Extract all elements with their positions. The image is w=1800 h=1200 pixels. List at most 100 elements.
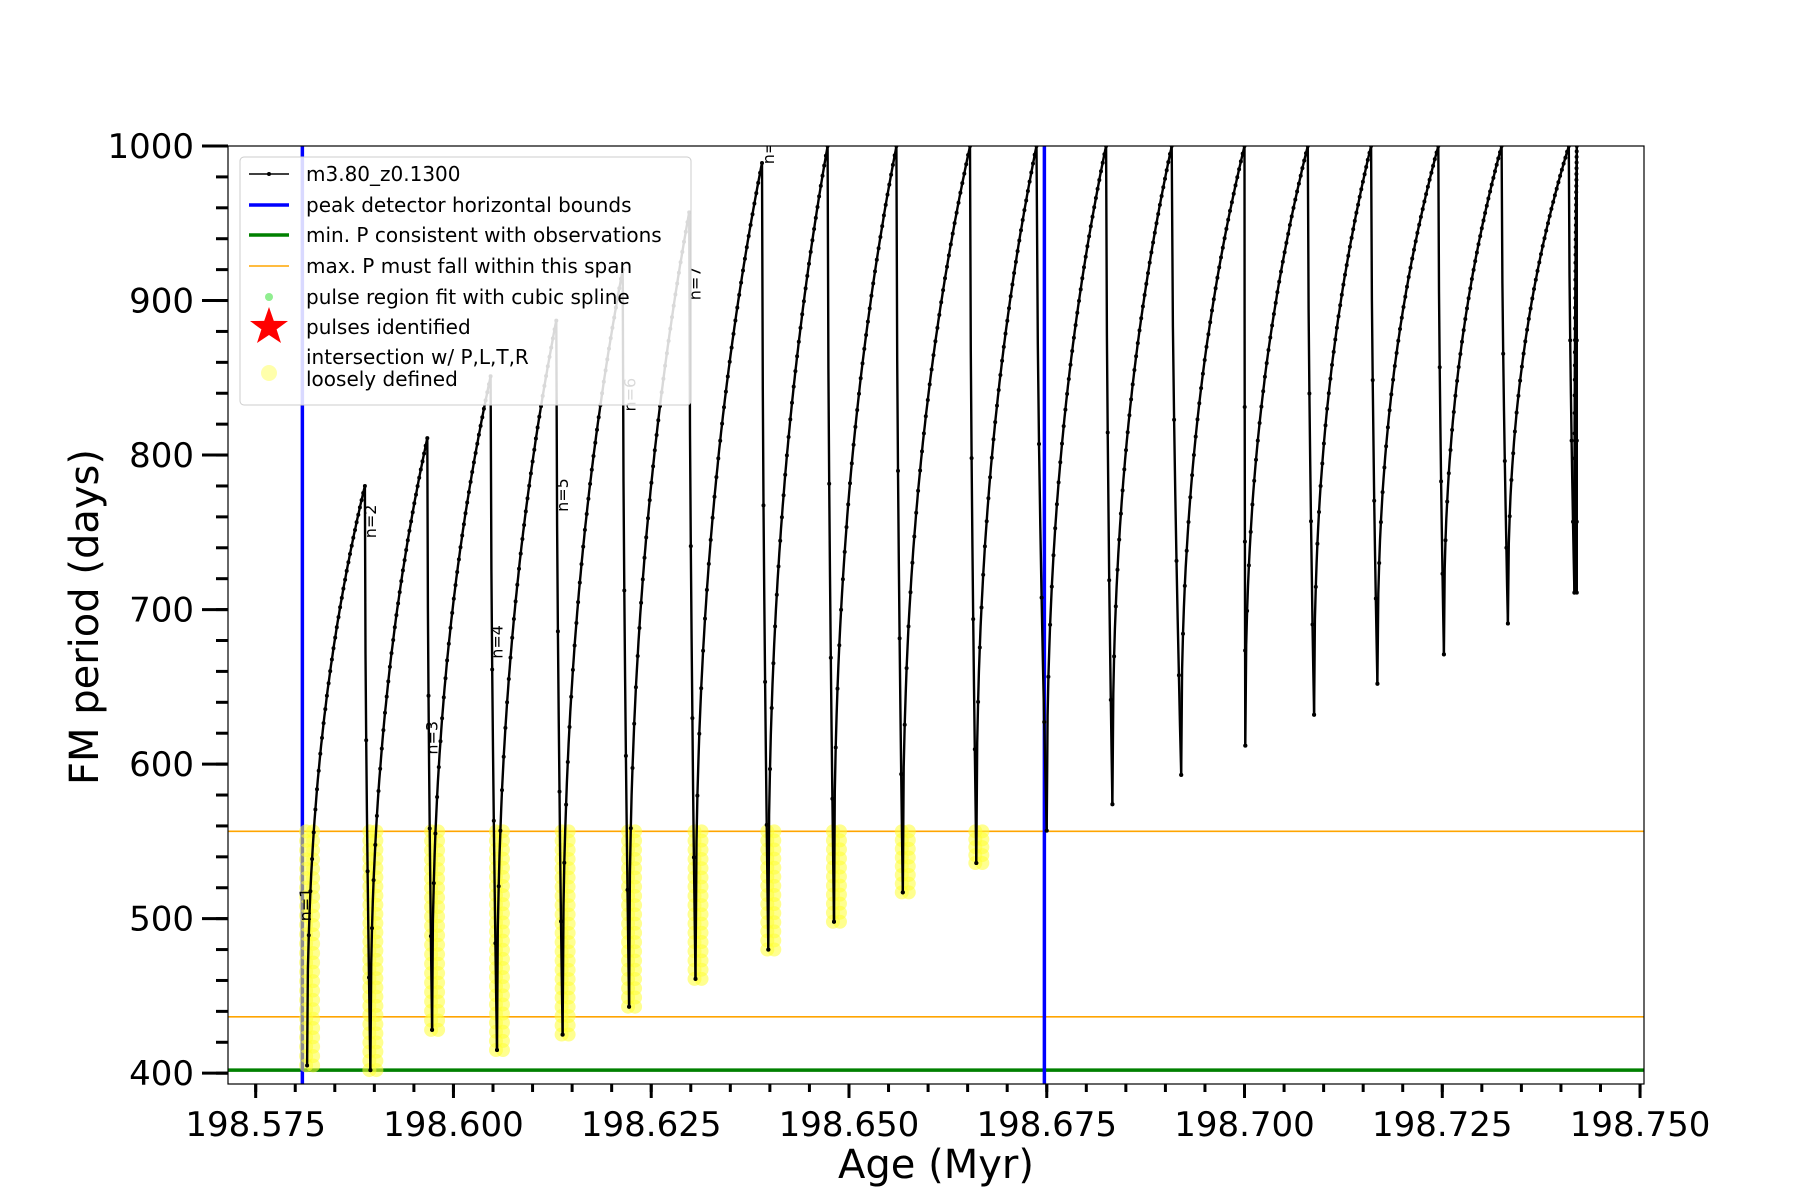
series-point [1191, 453, 1196, 457]
legend-label-spline: pulse region fit with cubic spline [306, 285, 630, 309]
series-point [642, 555, 647, 560]
series-point [1233, 183, 1238, 188]
series-point [1164, 168, 1169, 173]
series-point [1450, 427, 1455, 432]
series-point [998, 373, 1003, 377]
series-point [445, 658, 450, 663]
series-point [972, 747, 977, 752]
series-point [783, 472, 788, 477]
series-point [491, 818, 496, 823]
series-point [800, 312, 805, 317]
series-point [813, 215, 818, 220]
series-point [858, 376, 863, 381]
series-point [1539, 252, 1543, 257]
series-point [1569, 438, 1574, 443]
series-point [996, 388, 1001, 392]
series-point [384, 694, 389, 699]
series-point [555, 629, 560, 634]
series-point [948, 242, 953, 247]
series-point [1399, 315, 1404, 320]
series-point [333, 635, 338, 640]
series-point [1122, 467, 1127, 472]
series-point [1071, 335, 1076, 340]
series-point [1110, 802, 1115, 807]
series-point [1453, 393, 1458, 398]
series-point [1504, 545, 1509, 550]
series-point [321, 721, 326, 726]
series-point [586, 496, 591, 501]
series-point [1284, 240, 1289, 245]
series-point [718, 438, 723, 443]
series-point [784, 453, 789, 458]
series-point [1443, 538, 1448, 543]
series-point [1056, 480, 1061, 485]
series-point [490, 667, 495, 672]
series-point [1493, 169, 1497, 174]
series-point [435, 795, 440, 799]
series-point [756, 180, 761, 185]
series-point [1356, 202, 1361, 207]
series-point [1197, 401, 1202, 406]
series-point [1132, 368, 1137, 372]
series-point [1573, 269, 1578, 274]
series-line [1573, 146, 1579, 593]
series-point [1347, 244, 1352, 249]
series-point [481, 406, 486, 411]
series-point [1375, 681, 1380, 686]
series-point [916, 488, 921, 493]
series-point [465, 500, 470, 505]
series-point [387, 664, 392, 669]
series-point [364, 738, 369, 743]
series-point [646, 516, 650, 521]
series-point [640, 577, 645, 582]
series-point [768, 767, 772, 771]
series-point [562, 860, 567, 865]
series-point [1401, 305, 1406, 309]
series-point [1248, 529, 1253, 534]
series-point [1243, 743, 1248, 748]
series-point [470, 470, 475, 474]
series-point [326, 681, 331, 686]
series-point [706, 561, 711, 566]
series-point [993, 420, 998, 425]
series-point [1017, 238, 1022, 243]
series-point [1343, 272, 1347, 277]
intersection-marker [694, 824, 709, 839]
series-point [1574, 209, 1578, 214]
series-point [1058, 460, 1063, 465]
series-point [823, 153, 828, 158]
series-point [383, 710, 387, 715]
series-line [305, 484, 372, 1071]
series-point [511, 617, 516, 621]
series-point [773, 624, 778, 629]
series-point [1261, 389, 1266, 394]
series-point [324, 693, 329, 698]
series-point [1389, 392, 1394, 397]
series-point [761, 503, 766, 508]
series-point [1296, 181, 1301, 186]
series-point [733, 318, 738, 323]
series-point [827, 481, 832, 486]
series-point [649, 480, 654, 485]
series-point [1066, 377, 1071, 381]
series-point [912, 534, 917, 539]
series-point [475, 441, 480, 446]
series-point [394, 613, 399, 618]
series-point [1075, 310, 1080, 315]
series-point [1179, 772, 1184, 777]
y-axis-label: FM period (days) [62, 449, 108, 785]
series-point [939, 300, 944, 305]
series-point [1331, 349, 1336, 354]
series-point [505, 700, 510, 705]
series-point [764, 822, 769, 827]
series-point [1573, 277, 1578, 282]
series-point [878, 235, 883, 239]
series-point [933, 339, 938, 344]
series-point [1346, 253, 1351, 258]
x-tick-label: 198.750 [1570, 1105, 1711, 1145]
series-point [786, 435, 791, 439]
series-point [1238, 159, 1243, 164]
series-point [381, 728, 386, 733]
series-point [344, 568, 349, 573]
series-point [952, 221, 957, 226]
